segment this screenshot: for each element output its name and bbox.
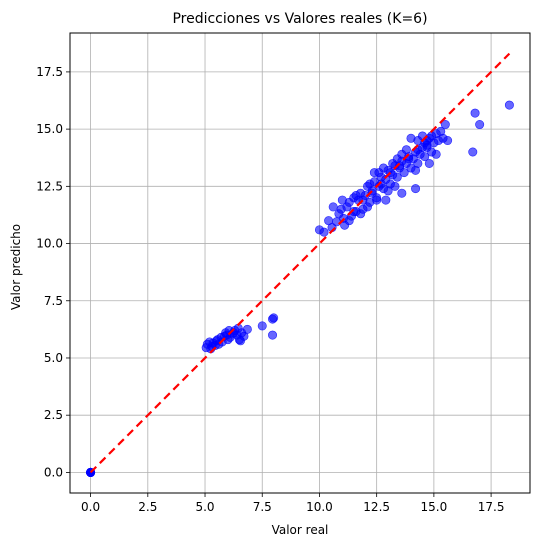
y-tick-label: 12.5	[36, 179, 63, 193]
data-point	[329, 203, 337, 211]
y-tick-label: 7.5	[44, 294, 63, 308]
data-point	[382, 196, 390, 204]
data-point	[268, 331, 276, 339]
y-tick-label: 2.5	[44, 408, 63, 422]
data-point	[338, 196, 346, 204]
data-point	[269, 314, 277, 322]
y-tick-label: 5.0	[44, 351, 63, 365]
data-point	[475, 120, 483, 128]
x-tick-label: 0.0	[81, 500, 100, 514]
x-tick-label: 2.5	[138, 500, 157, 514]
y-axis-label: Valor predicho	[9, 224, 23, 310]
x-axis-label: Valor real	[272, 523, 329, 537]
y-axis-ticks: 0.0 2.5 5.0 7.5 10.0 12.5 15.0 17.5	[36, 65, 70, 479]
x-tick-label: 5.0	[195, 500, 214, 514]
data-point	[243, 325, 251, 333]
data-point	[391, 182, 399, 190]
y-tick-label: 17.5	[36, 65, 63, 79]
x-tick-label: 12.5	[363, 500, 390, 514]
data-point	[372, 196, 380, 204]
data-point	[411, 166, 419, 174]
x-axis-ticks: 0.0 2.5 5.0 7.5 10.0 12.5 15.0 17.5	[81, 493, 504, 514]
data-point	[320, 228, 328, 236]
data-points	[86, 101, 513, 477]
x-tick-label: 10.0	[306, 500, 333, 514]
data-point	[471, 109, 479, 117]
data-point	[398, 189, 406, 197]
x-tick-label: 15.0	[421, 500, 448, 514]
data-point	[363, 203, 371, 211]
y-tick-label: 15.0	[36, 122, 63, 136]
x-tick-label: 7.5	[253, 500, 272, 514]
data-point	[505, 101, 513, 109]
reference-line	[91, 54, 510, 473]
data-point	[439, 134, 447, 142]
data-point	[366, 180, 374, 188]
data-point	[370, 168, 378, 176]
data-point	[425, 159, 433, 167]
data-point	[258, 322, 266, 330]
data-point	[411, 184, 419, 192]
data-point	[236, 337, 244, 345]
data-point	[432, 150, 440, 158]
y-tick-label: 0.0	[44, 465, 63, 479]
x-tick-label: 17.5	[478, 500, 505, 514]
data-point	[469, 148, 477, 156]
chart-title: Predicciones vs Valores reales (K=6)	[172, 11, 427, 27]
y-tick-label: 10.0	[36, 237, 63, 251]
